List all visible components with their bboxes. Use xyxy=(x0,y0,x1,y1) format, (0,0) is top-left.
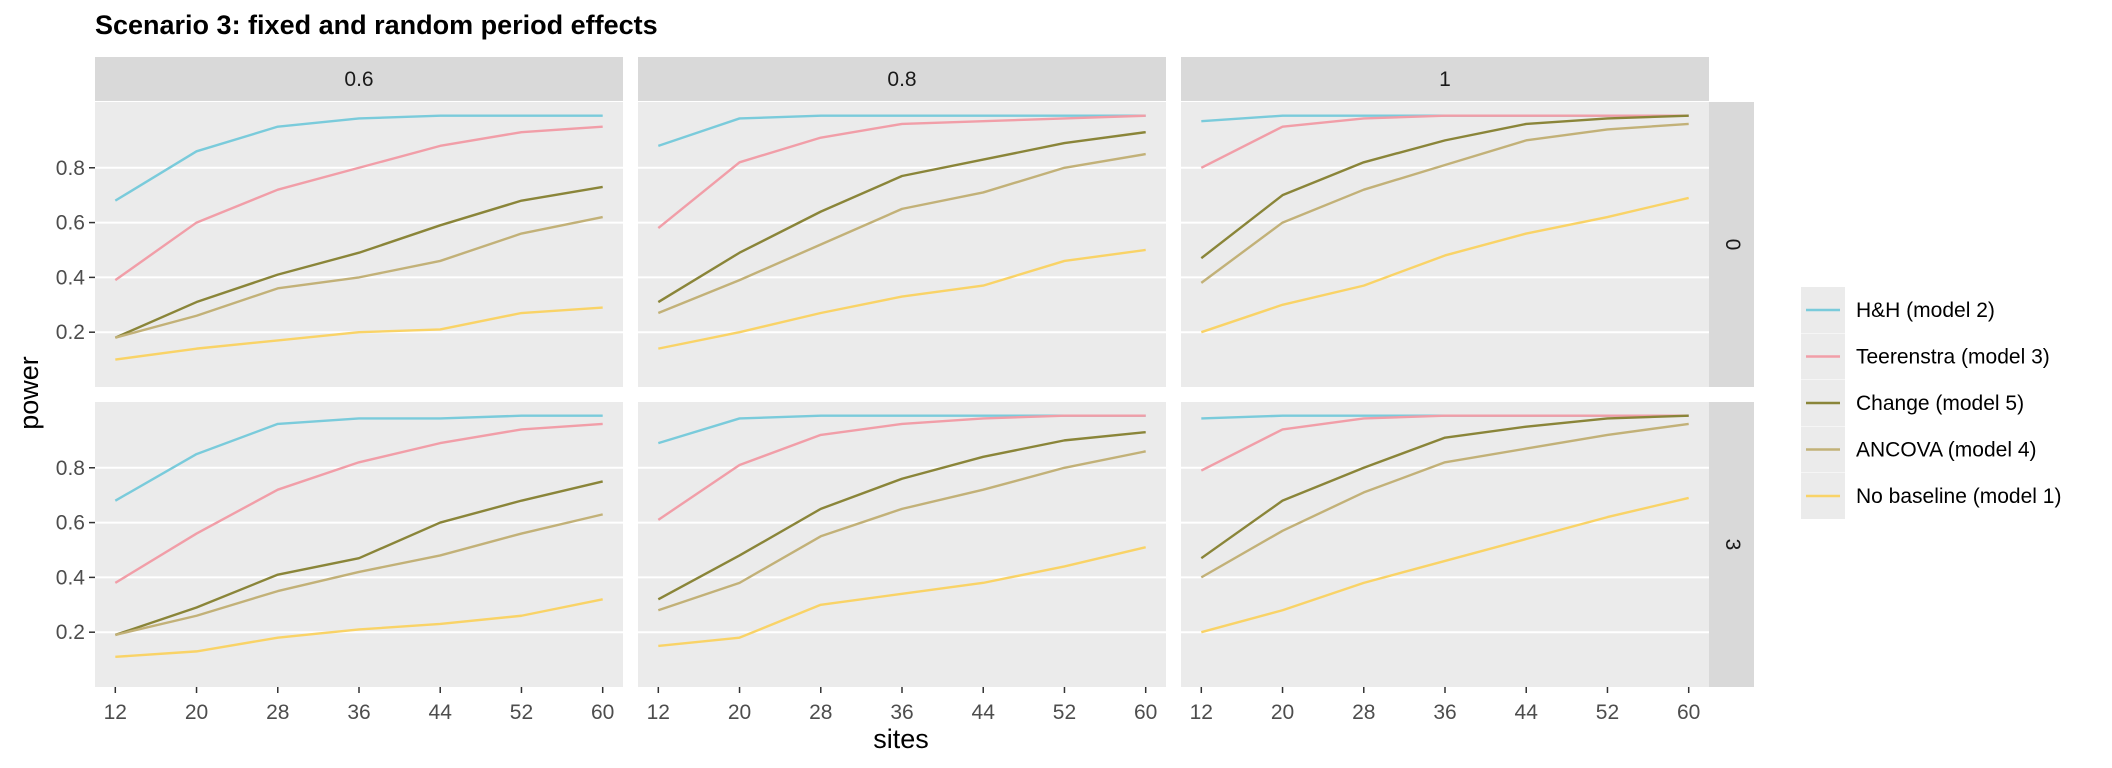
row-strip-label: 0 xyxy=(1721,239,1744,251)
facet-panels: 0.6 0.8 1 0 3 xyxy=(95,57,1754,687)
y-axis-title: power xyxy=(14,356,44,430)
facet-panel xyxy=(638,402,1166,687)
x-axis-title: sites xyxy=(873,724,929,754)
axes: 0.2 0.4 0.6 0.8 0.2 0.4 0.6 0.8 12 20 28 36 44 52 60 12… xyxy=(56,157,1701,724)
series-line xyxy=(657,450,1146,612)
series-line xyxy=(657,130,1146,304)
x-tick-label: 60 xyxy=(1677,701,1700,724)
col-strip-label: 1 xyxy=(1439,68,1451,91)
series-line xyxy=(1200,122,1689,284)
x-tick-label: 12 xyxy=(104,701,127,724)
x-tick-label: 20 xyxy=(1271,701,1294,724)
legend-label: Change (model 5) xyxy=(1856,392,2024,415)
col-strip xyxy=(638,57,1166,101)
panel-background xyxy=(95,402,623,687)
series-line xyxy=(657,152,1146,315)
series-line xyxy=(658,248,1146,350)
panel-background xyxy=(1181,102,1709,387)
series-line xyxy=(1200,414,1689,560)
series-line xyxy=(657,430,1146,601)
legend-label: ANCOVA (model 4) xyxy=(1856,439,2037,462)
panel-background xyxy=(638,102,1166,387)
x-tick-label: 44 xyxy=(1515,701,1539,724)
col-strip xyxy=(1181,57,1709,101)
series-line xyxy=(658,546,1146,648)
chart-title: Scenario 3: fixed and random period effe… xyxy=(95,10,658,40)
series-line xyxy=(657,114,1146,147)
x-tick-label: 12 xyxy=(647,701,670,724)
x-tick-label: 44 xyxy=(429,701,453,724)
y-tick-label: 0.6 xyxy=(56,212,85,235)
x-tick-label: 36 xyxy=(1433,701,1456,724)
facet-panel xyxy=(95,102,623,387)
facet-panel xyxy=(1181,402,1709,687)
y-tick-label: 0.2 xyxy=(56,321,85,344)
x-tick-label: 28 xyxy=(1352,701,1375,724)
series-line xyxy=(114,414,603,502)
col-strip-label: 0.8 xyxy=(887,68,916,91)
y-tick-label: 0.6 xyxy=(56,512,85,535)
x-tick-label: 60 xyxy=(591,701,614,724)
series-line xyxy=(114,185,603,339)
series-line xyxy=(114,480,603,637)
series-line xyxy=(1200,496,1689,634)
x-tick-label: 52 xyxy=(510,701,533,724)
y-tick-label: 0.4 xyxy=(56,266,86,289)
y-tick-label: 0.8 xyxy=(56,157,85,180)
facet-panel xyxy=(1181,102,1709,387)
legend-background xyxy=(1801,287,2096,518)
facet-panel xyxy=(95,402,623,687)
legend-label: Teerenstra (model 3) xyxy=(1856,346,2050,369)
col-strip-label: 0.6 xyxy=(344,68,373,91)
col-strip xyxy=(95,57,623,101)
series-line xyxy=(1200,196,1689,334)
y-tick-label: 0.2 xyxy=(56,621,85,644)
y-tick-label: 0.8 xyxy=(56,457,85,480)
y-tick-label: 0.4 xyxy=(56,566,86,589)
x-tick-label: 52 xyxy=(1596,701,1619,724)
series-line xyxy=(657,414,1146,521)
x-tick-label: 44 xyxy=(972,701,996,724)
series-line xyxy=(1200,114,1689,169)
legend: H&H (model 2) Teerenstra (model 3) Change … xyxy=(1801,287,2096,519)
x-tick-label: 36 xyxy=(347,701,370,724)
x-tick-label: 60 xyxy=(1134,701,1157,724)
panel-background xyxy=(638,402,1166,687)
series-line xyxy=(657,114,1146,229)
series-line xyxy=(1200,422,1689,579)
row-strip-label: 3 xyxy=(1721,539,1744,551)
legend-label: No baseline (model 1) xyxy=(1856,485,2061,508)
x-tick-label: 28 xyxy=(266,701,289,724)
series-line xyxy=(114,422,603,584)
series-line xyxy=(1200,114,1689,260)
series-line xyxy=(114,114,603,202)
series-line xyxy=(114,125,603,282)
series-line xyxy=(115,306,603,361)
row-strip xyxy=(1709,102,1754,387)
row-strip xyxy=(1709,402,1754,687)
legend-label: H&H (model 2) xyxy=(1856,299,1995,322)
x-tick-label: 52 xyxy=(1053,701,1076,724)
series-line xyxy=(114,215,603,339)
x-tick-label: 36 xyxy=(890,701,913,724)
panel-background xyxy=(95,102,623,387)
facet-panel xyxy=(638,102,1166,387)
panel-background xyxy=(1181,402,1709,687)
x-tick-label: 28 xyxy=(809,701,832,724)
x-tick-label: 20 xyxy=(728,701,751,724)
x-tick-label: 12 xyxy=(1190,701,1213,724)
series-line xyxy=(115,513,603,637)
series-line xyxy=(1200,414,1689,472)
x-tick-label: 20 xyxy=(185,701,208,724)
series-line xyxy=(115,598,603,659)
